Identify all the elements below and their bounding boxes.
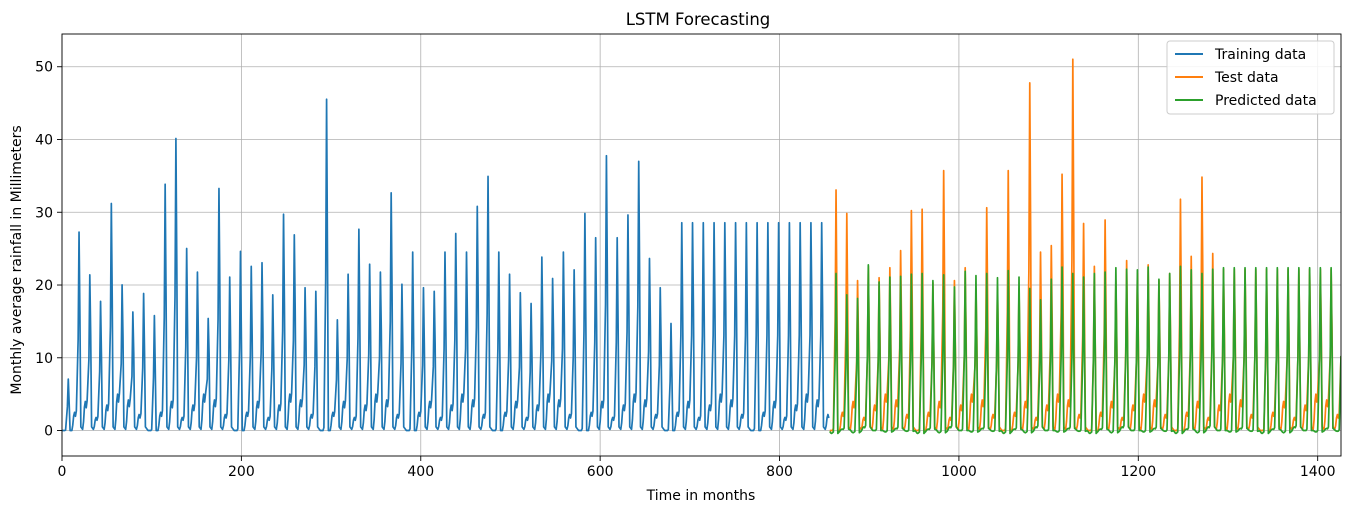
x-tick-label: 800 [766,464,793,480]
legend-label-2: Predicted data [1215,93,1317,109]
y-axis: 0 10 20 30 40 50 [35,60,62,440]
legend-label-0: Training data [1214,47,1306,63]
x-tick-label: 1000 [941,464,977,480]
y-tick-label: 40 [35,133,53,149]
chart-title: LSTM Forecasting [626,10,771,29]
legend: Training data Test data Predicted data [1166,40,1335,115]
y-tick-label: 20 [35,278,53,294]
x-tick-label: 600 [587,464,614,480]
y-tick-label: 50 [35,60,53,76]
x-axis: 0 200 400 600 800 1000 1200 1400 [58,456,1336,480]
series-line-2 [829,264,1341,435]
y-tick-label: 0 [44,424,53,440]
x-tick-label: 1200 [1120,464,1156,480]
series-line-0 [62,98,830,432]
x-axis-label: Time in months [646,488,756,504]
x-tick-label: 400 [407,464,434,480]
legend-box [1166,40,1335,115]
plot-area [62,58,1341,435]
plot-frame [61,33,1342,457]
x-tick-label: 1400 [1300,464,1336,480]
y-tick-label: 30 [35,205,53,221]
series-layer [62,58,1341,435]
y-axis-label: Monthly average rainfall in Millimeters [9,125,25,394]
x-tick-label: 0 [58,464,67,480]
legend-label-1: Test data [1214,70,1279,86]
y-tick-label: 10 [35,351,53,367]
x-tick-label: 200 [228,464,255,480]
